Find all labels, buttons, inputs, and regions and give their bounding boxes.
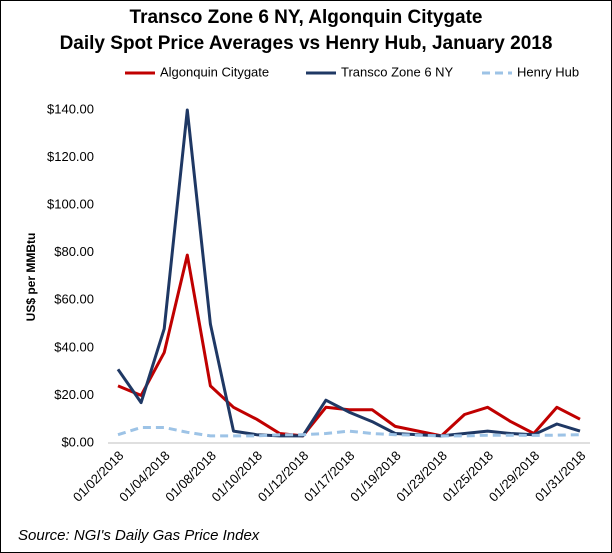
y-axis-label: US$ per MMBtu — [24, 233, 38, 322]
legend-label: Transco Zone 6 NY — [341, 64, 454, 79]
y-tick-label: $120.00 — [47, 149, 94, 164]
y-tick-label: $80.00 — [54, 244, 94, 259]
y-tick-label: $20.00 — [54, 387, 94, 402]
chart-title: Transco Zone 6 NY, Algonquin Citygate — [130, 7, 483, 28]
line-series — [117, 426, 581, 438]
y-tick-label: $100.00 — [47, 197, 94, 212]
y-tick-label: $0.00 — [61, 434, 94, 449]
source-note: Source: NGI's Daily Gas Price Index — [18, 527, 260, 544]
chart-title: Daily Spot Price Averages vs Henry Hub, … — [60, 33, 553, 54]
y-tick-label: $40.00 — [54, 339, 94, 354]
line-series — [117, 253, 581, 438]
y-tick-label: $140.00 — [47, 101, 94, 116]
y-tick-label: $60.00 — [54, 292, 94, 307]
legend-label: Henry Hub — [517, 64, 579, 79]
line-series — [116, 108, 581, 438]
legend-label: Algonquin Citygate — [160, 64, 269, 79]
